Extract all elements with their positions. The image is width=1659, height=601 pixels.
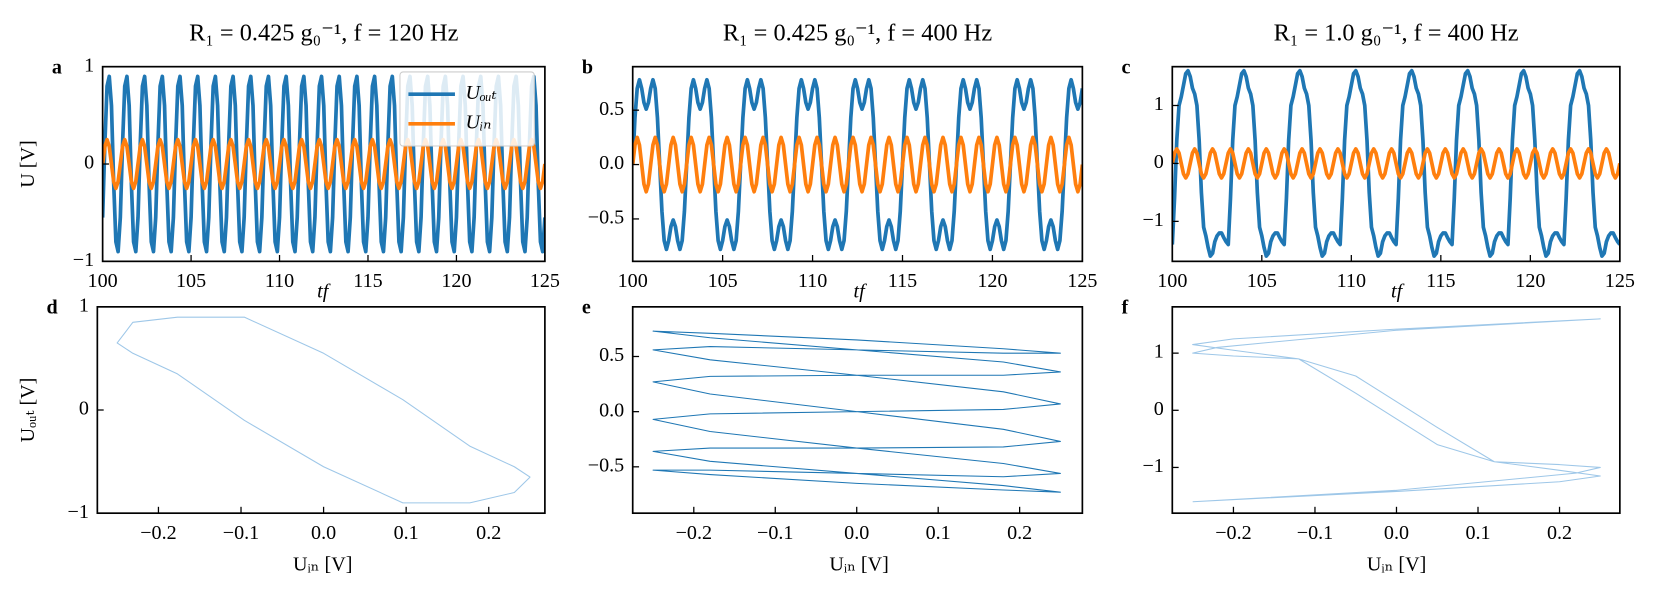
x-tick-label: 0.0 (1384, 522, 1409, 544)
x-tick-label: 105 (1247, 270, 1277, 292)
y-axis-label: Uₒᵤₜ [V] (17, 378, 39, 443)
panel-letter: f (1122, 297, 1129, 319)
x-axis-label: Uᵢₙ [V] (293, 554, 352, 576)
data-line (1192, 318, 1601, 503)
x-axis-label: tf (854, 281, 868, 303)
x-tick-label: −0.2 (676, 522, 712, 544)
x-tick-label: −0.1 (757, 522, 793, 544)
y-tick-label: −1 (67, 501, 88, 523)
x-tick-label: 0.0 (844, 522, 869, 544)
y-tick-label: 0 (1154, 398, 1164, 420)
y-tick-label: 0 (79, 398, 89, 420)
panel-title: R₁ = 0.425 g₀⁻¹, f = 400 Hz (723, 20, 992, 47)
data-line (1172, 68, 1620, 258)
x-tick-label: 120 (977, 270, 1007, 292)
y-tick-label: −0.5 (588, 207, 624, 229)
data-line (652, 330, 1061, 493)
x-tick-label: 100 (88, 270, 118, 292)
x-tick-label: 105 (708, 270, 738, 292)
x-tick-label: 0.2 (1007, 522, 1032, 544)
x-tick-label: 120 (441, 270, 471, 292)
x-tick-label: 120 (1515, 270, 1545, 292)
panel: −0.2 −0.1 0.0 0.1 0.2 −1 0 1d Uᵢₙ [V] Uₒᵤₜ [V] (17, 294, 546, 576)
panel: −0.2 −0.1 0.0 0.1 0.2 −1 0 1 f Uᵢₙ [V] (1122, 297, 1621, 576)
panel-letter: c (1122, 56, 1131, 78)
y-tick-label: −1 (1142, 209, 1163, 231)
y-tick-label: 0.5 (599, 98, 624, 120)
x-axis-label: tf (1391, 281, 1405, 303)
panel: −0.2 −0.1 0.0 0.1 0.2 −0.5 0.0 0.5 e Uᵢₙ [V] (582, 297, 1084, 576)
legend-label: Uᵢₙ (466, 111, 492, 133)
x-tick-label: 0.1 (926, 522, 951, 544)
x-axis-label: Uᵢₙ [V] (829, 554, 888, 576)
x-tick-label: 0.2 (476, 522, 501, 544)
y-tick-label: 0 (1154, 151, 1164, 173)
x-tick-label: 105 (176, 270, 206, 292)
panel-letter: a (52, 56, 62, 78)
data-line (632, 77, 1083, 252)
x-tick-label: 110 (1337, 270, 1366, 292)
panel-title: R₁ = 1.0 g₀⁻¹, f = 400 Hz (1274, 20, 1519, 47)
y-tick-label: 1 (84, 54, 94, 76)
x-tick-label: 115 (353, 270, 382, 292)
data-line (102, 137, 545, 191)
y-tick-label: 0.0 (599, 399, 624, 421)
x-tick-label: −0.1 (1297, 522, 1333, 544)
x-tick-label: 0.0 (311, 522, 336, 544)
x-tick-label: 125 (530, 270, 560, 292)
x-tick-label: 100 (618, 270, 648, 292)
x-tick-label: 115 (888, 270, 917, 292)
panel-letter: e (582, 297, 591, 319)
panel-title: R₁ = 0.425 g₀⁻¹, f = 120 Hz (189, 20, 458, 47)
x-axis-label: tf (317, 281, 331, 303)
y-axis-label: U [V] (17, 140, 39, 187)
x-tick-label: 0.2 (1547, 522, 1572, 544)
y-tick-label: 0.0 (599, 152, 624, 174)
x-tick-label: 110 (798, 270, 827, 292)
x-tick-label: −0.1 (223, 522, 259, 544)
y-tick-label: 1 (1154, 93, 1164, 115)
x-axis-label: Uᵢₙ [V] (1367, 554, 1426, 576)
axes-frame (631, 306, 1084, 515)
y-tick-label: −1 (73, 249, 94, 271)
legend-label: Uₒᵤₜ (466, 82, 497, 104)
x-tick-label: 0.1 (394, 522, 419, 544)
x-tick-label: 125 (1067, 270, 1097, 292)
y-tick-label: −0.5 (588, 454, 624, 476)
y-tick-label: 1 (79, 294, 89, 316)
panel: 100 105 110 115 120 125 −1 0 1 R₁ = 1.0 g₀⁻¹, f =… (1122, 20, 1635, 303)
x-tick-label: 115 (1426, 270, 1455, 292)
data-line (102, 74, 545, 254)
legend-box (399, 71, 535, 147)
x-tick-label: 100 (1157, 270, 1187, 292)
panel-letter: d (47, 297, 58, 319)
y-tick-label: −1 (1142, 455, 1163, 477)
x-tick-label: −0.2 (1215, 522, 1251, 544)
data-line (632, 135, 1083, 194)
y-tick-label: 0.5 (599, 344, 624, 366)
data-line (116, 316, 531, 504)
x-tick-label: 0.1 (1465, 522, 1490, 544)
x-tick-label: −0.2 (140, 522, 176, 544)
y-tick-label: 1 (1154, 341, 1164, 363)
panel: 100 105 110 115 120 125 −1 0 1 R₁ = 0.425 g₀⁻¹, f… (17, 20, 560, 303)
x-tick-label: 110 (265, 270, 294, 292)
axes-frame (96, 306, 546, 515)
data-line (1172, 147, 1620, 180)
x-tick-label: 125 (1605, 270, 1635, 292)
y-tick-label: 0 (84, 152, 94, 174)
panel: 100 105 110 115 120 125 −0.5 0.0 0.5 R₁ = 0.425 g… (582, 20, 1098, 303)
panel-letter: b (582, 56, 593, 78)
